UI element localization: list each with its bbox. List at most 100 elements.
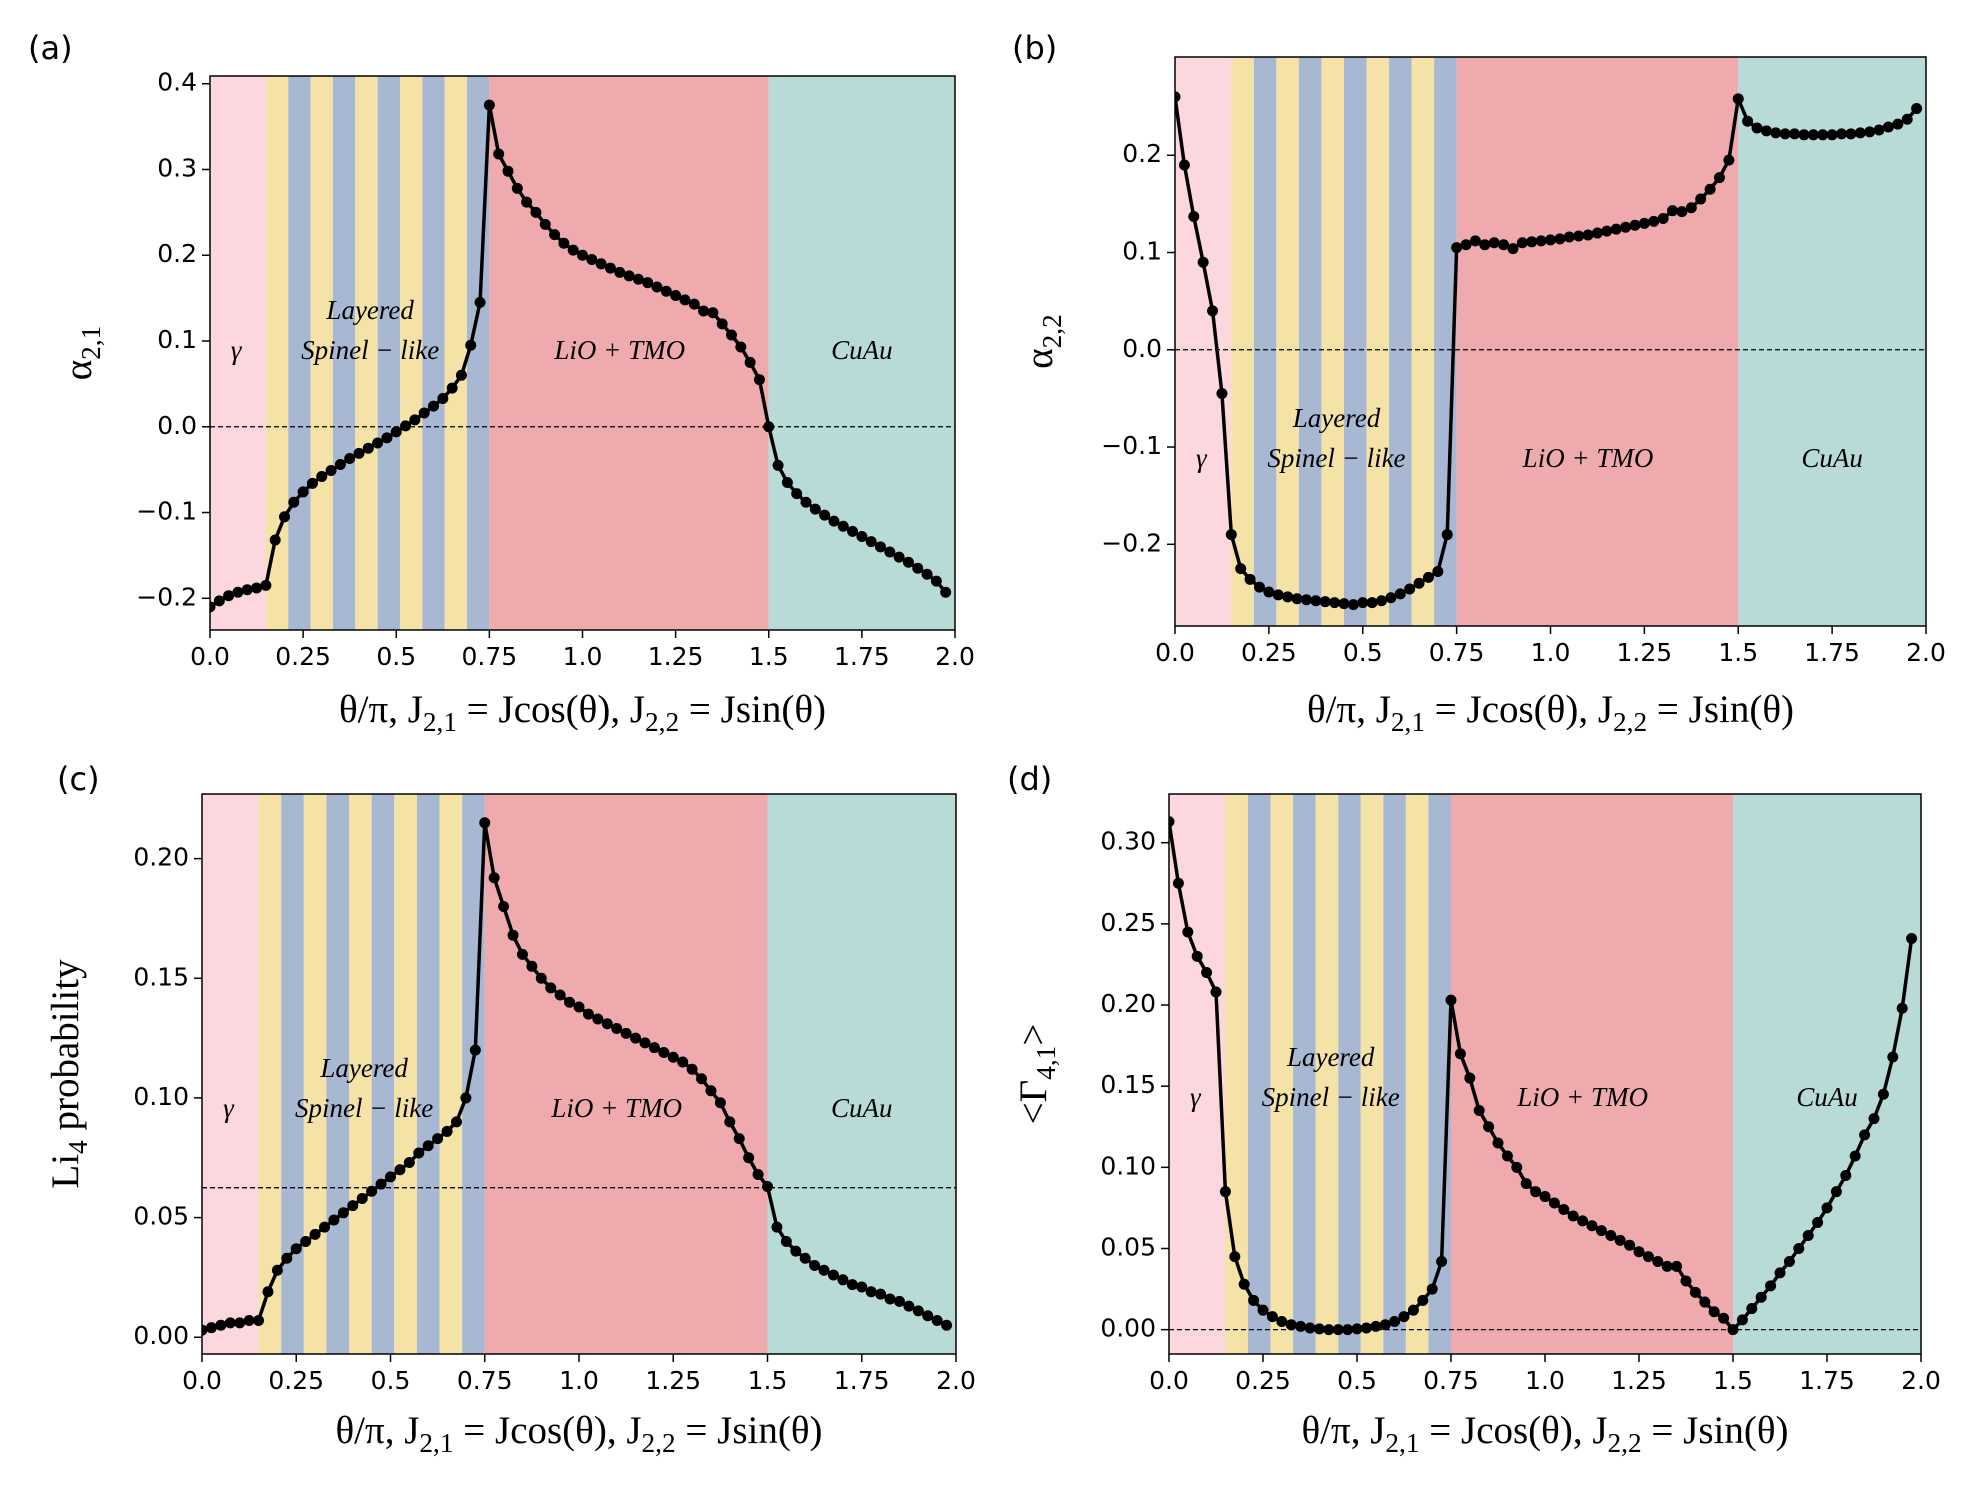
data-point — [409, 414, 421, 426]
data-point — [1620, 221, 1632, 233]
y-tick-label: 0.1 — [1122, 237, 1162, 266]
data-point — [941, 1319, 953, 1331]
phase-region — [1253, 57, 1277, 626]
data-point — [809, 503, 821, 515]
data-point — [1661, 1260, 1673, 1272]
data-point — [413, 1147, 425, 1159]
data-point — [1563, 231, 1575, 243]
data-point — [1783, 1255, 1795, 1267]
x-tick-label: 1.0 — [1525, 1366, 1565, 1395]
phase-label: LiO + TMO — [553, 335, 685, 365]
data-point — [667, 1051, 679, 1063]
data-point — [763, 421, 775, 433]
data-point — [1742, 115, 1754, 127]
data-point — [465, 339, 477, 351]
phase-label: γ — [231, 335, 243, 365]
data-point — [1601, 225, 1613, 237]
x-tick-label: 2.0 — [1906, 638, 1946, 667]
data-point — [922, 1310, 934, 1322]
data-point — [1516, 237, 1528, 249]
data-point — [474, 296, 486, 308]
x-tick-label: 1.25 — [648, 642, 704, 671]
data-point — [1582, 229, 1594, 241]
phase-region — [371, 794, 395, 1354]
y-tick-label: 0.4 — [157, 68, 197, 97]
y-tick-label: 0.05 — [133, 1202, 189, 1231]
data-point — [1464, 1072, 1476, 1084]
data-point — [1723, 154, 1735, 166]
x-tick-label: 1.0 — [563, 642, 603, 671]
data-point — [1376, 595, 1388, 607]
phase-label: γ — [1190, 1082, 1202, 1112]
label-text: = Jcos(θ), J — [454, 1409, 642, 1452]
label-text: = Jsin(θ) — [1647, 688, 1794, 731]
data-point — [1304, 1322, 1316, 1334]
data-point — [1821, 1202, 1833, 1214]
data-point — [1539, 1191, 1551, 1203]
data-point — [686, 1063, 698, 1075]
phase-label: Spinel − like — [1267, 443, 1405, 473]
data-point — [846, 1279, 858, 1291]
phase-region — [1451, 794, 1733, 1354]
data-point — [658, 1046, 670, 1058]
data-point — [1347, 599, 1359, 611]
phase-region — [416, 794, 440, 1354]
data-point — [432, 1133, 444, 1145]
data-point — [535, 972, 547, 984]
data-point — [455, 369, 467, 381]
phase-label: CuAu — [831, 1093, 893, 1123]
data-point — [884, 546, 896, 558]
data-point — [791, 488, 803, 500]
y-tick-label: −0.2 — [136, 582, 197, 611]
data-point — [205, 1322, 217, 1334]
data-point — [582, 1008, 594, 1020]
phase-region — [303, 794, 327, 1354]
data-point — [1873, 124, 1885, 136]
data-point — [893, 1295, 905, 1307]
data-point — [251, 582, 263, 594]
x-tick-label: 0.5 — [1337, 1366, 1377, 1395]
x-tick-label: 1.0 — [1531, 638, 1571, 667]
data-point — [1451, 242, 1463, 254]
data-point — [1779, 128, 1791, 140]
data-point — [1219, 1186, 1231, 1198]
data-point — [1253, 581, 1265, 593]
x-tick-label: 0.0 — [190, 642, 230, 671]
data-point — [437, 392, 449, 404]
phase-label: γ — [223, 1093, 235, 1123]
data-point — [931, 1314, 943, 1326]
data-point — [422, 1140, 434, 1152]
label-text: = Jcos(θ), J — [1420, 1409, 1608, 1452]
data-point — [539, 218, 551, 230]
data-point — [300, 1236, 312, 1248]
data-point — [545, 982, 557, 994]
label-text: α — [1018, 348, 1061, 368]
x-tick-label: 2.0 — [936, 1366, 976, 1395]
data-point — [601, 1018, 613, 1030]
data-point — [1840, 1169, 1852, 1181]
y-tick-label: 0.25 — [1100, 908, 1156, 937]
phase-region — [202, 794, 259, 1354]
subscript: 2,1 — [1391, 707, 1425, 737]
data-point — [243, 1314, 255, 1326]
data-point — [213, 595, 225, 607]
data-point — [1197, 256, 1209, 268]
data-point — [1736, 1314, 1748, 1326]
data-point — [614, 266, 626, 278]
data-point — [1901, 113, 1913, 125]
data-point — [353, 447, 365, 459]
x-tick-label: 0.25 — [268, 1366, 324, 1395]
data-point — [1751, 122, 1763, 134]
phase-region — [210, 76, 266, 630]
data-point — [428, 400, 439, 412]
data-point — [1699, 1296, 1711, 1308]
x-tick-label: 0.75 — [1423, 1366, 1479, 1395]
data-point — [595, 258, 607, 270]
data-point — [483, 99, 495, 111]
data-point — [724, 1116, 736, 1128]
data-point — [1548, 1197, 1560, 1209]
data-point — [1845, 128, 1857, 140]
phase-region — [355, 76, 378, 630]
plot-area: γ Layered Spinel − like LiO + TMO CuAu — [1169, 794, 1921, 1354]
data-point — [511, 182, 523, 194]
